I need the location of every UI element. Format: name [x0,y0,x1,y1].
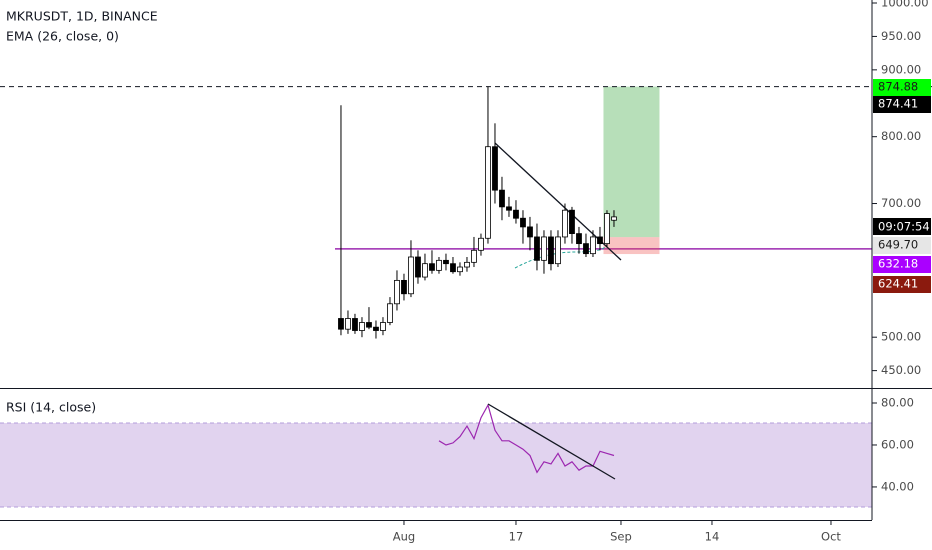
candle-body [443,259,449,265]
price-label-bg [873,276,931,293]
y-tick-label: 700.00 [881,196,921,210]
candle-body [359,322,365,331]
position-stop [603,237,660,255]
candle-body [471,249,477,263]
candle-body [345,318,351,330]
candle-body [415,256,421,278]
candle-body [604,213,610,245]
candle-body [499,189,505,208]
candle-body [541,236,547,261]
candle-body [562,209,568,238]
candle-body [457,266,463,273]
y-tick-label: 60.00 [881,437,914,451]
candle-body [380,322,386,331]
y-tick-label: 450.00 [881,363,921,377]
candle-body [429,263,435,271]
rsi-trend-line [487,403,616,480]
countdown: 09:07:54 [878,220,930,234]
candle-body [485,146,491,239]
x-tick-label: Oct [821,530,841,544]
candle-body [513,209,519,219]
candle-body [436,259,442,271]
rsi-line [438,403,615,474]
candle-body [597,236,603,245]
price-label-bg [873,256,931,273]
candle-body [338,318,344,330]
y-tick-label: 40.00 [881,479,914,493]
candle-body [394,279,400,305]
price-label: 632.18 [878,257,918,271]
candle-body [492,146,498,191]
price-label: 649.70 [878,238,918,252]
candle-body [366,322,372,328]
price-label: 874.41 [878,97,918,111]
candle-body [548,236,554,265]
indicator-label: EMA (26, close, 0) [6,29,119,44]
candle-body [478,237,484,251]
price-label: 874.88 [878,80,918,94]
candle-body [569,209,575,235]
price-label-bg [873,79,931,96]
candle-body [506,206,512,211]
chart-title: MKRUSDT, 1D, BINANCE [6,9,158,24]
y-tick-label: 80.00 [881,396,914,410]
x-tick-label: Sep [610,530,632,544]
countdown-bg [873,218,931,235]
price-label: 624.41 [878,277,918,291]
candle-body [611,216,617,221]
x-tick-label: Aug [393,530,415,544]
candle-body [590,236,596,255]
candle-body [450,263,456,273]
candle-body [373,326,379,331]
candle-body [422,263,428,278]
price-label-bg [873,237,931,254]
y-tick-label: 500.00 [881,330,921,344]
y-tick-label: 1000.00 [881,0,929,10]
candle-body [583,243,589,255]
x-tick-label: 14 [705,530,720,544]
candle-body [387,303,393,323]
rsi-label: RSI (14, close) [6,400,96,415]
y-tick-label: 950.00 [881,29,921,43]
price-label-bg [873,96,931,113]
candle-body [401,279,407,295]
position-target [603,86,660,238]
candle-body [408,256,414,295]
candle-body [464,261,470,268]
candle-body [352,318,358,331]
candle-body [520,217,526,228]
rsi-band [0,423,872,507]
candle-body [527,226,533,238]
y-tick-label: 900.00 [881,62,921,76]
ema-line [514,244,607,269]
candle-body [576,233,582,245]
y-tick-label: 800.00 [881,129,921,143]
candle-body [555,236,561,265]
candle-body [534,236,540,261]
x-tick-label: 17 [509,530,524,544]
